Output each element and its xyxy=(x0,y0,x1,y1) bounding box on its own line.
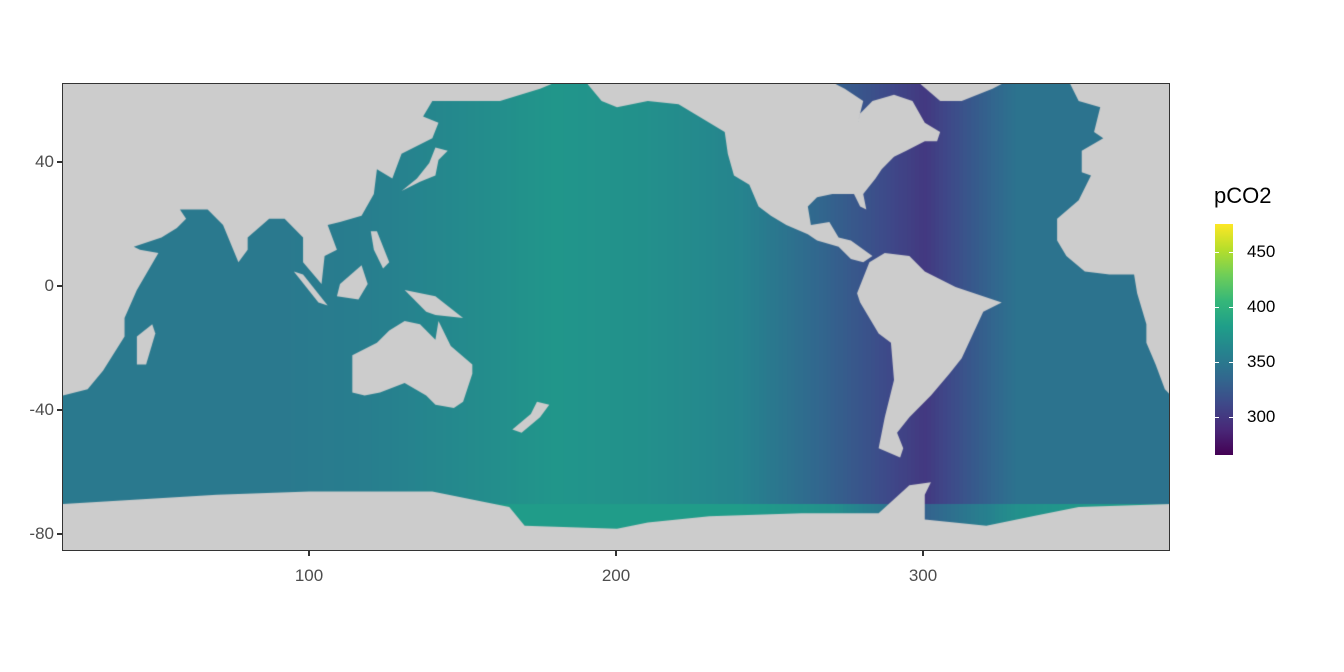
colorbar-tick xyxy=(1229,252,1233,253)
x-tick-label: 100 xyxy=(294,566,324,585)
legend-tick-label: 400 xyxy=(1247,297,1276,316)
colorbar-tick xyxy=(1229,417,1233,418)
y-tick-mark xyxy=(57,161,62,163)
map-panel xyxy=(62,83,1170,551)
x-tick-mark xyxy=(308,551,310,556)
y-tick-mark xyxy=(57,285,62,287)
y-tick-mark xyxy=(57,409,62,411)
colorbar xyxy=(1215,224,1233,455)
x-tick-label: 300 xyxy=(908,566,938,585)
y-tick-mark xyxy=(57,533,62,535)
y-tick-label: -40 xyxy=(29,400,54,419)
x-tick-mark xyxy=(922,551,924,556)
pco2-heatmap xyxy=(63,84,1169,550)
colorbar-tick xyxy=(1215,362,1219,363)
legend-tick-label: 350 xyxy=(1247,352,1276,371)
colorbar-tick xyxy=(1215,417,1219,418)
legend-tick-label: 300 xyxy=(1247,407,1276,426)
colorbar-tick xyxy=(1215,252,1219,253)
y-tick-label: 0 xyxy=(44,276,54,295)
y-tick-label: -80 xyxy=(29,524,54,543)
colorbar-tick xyxy=(1229,307,1233,308)
y-tick-label: 40 xyxy=(35,152,54,171)
colorbar-tick xyxy=(1229,362,1233,363)
x-tick-label: 200 xyxy=(601,566,631,585)
legend-title: pCO2 xyxy=(1214,183,1272,208)
legend-tick-label: 450 xyxy=(1247,242,1276,261)
colorbar-tick xyxy=(1215,307,1219,308)
x-tick-mark xyxy=(615,551,617,556)
